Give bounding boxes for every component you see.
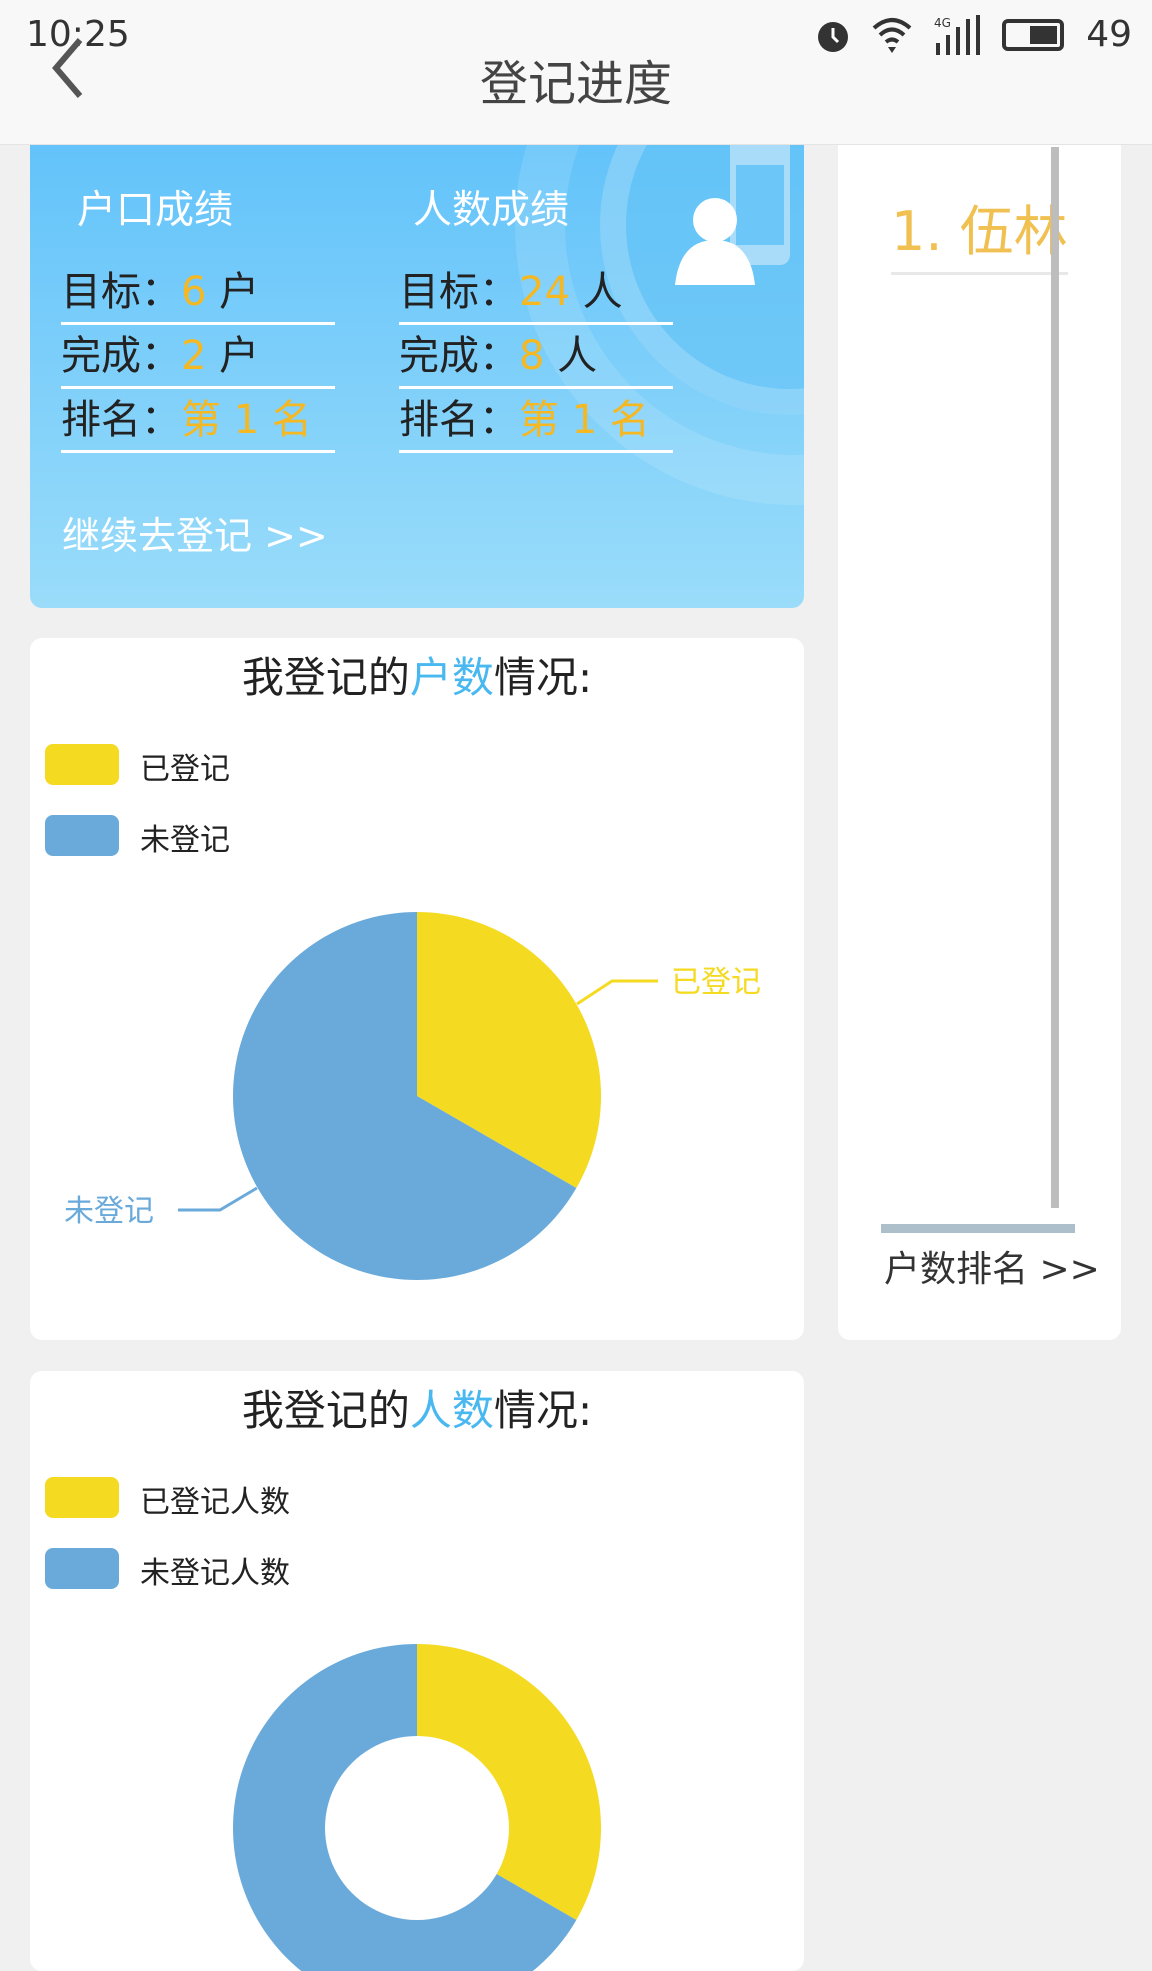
legend-label-registered: 已登记人数 xyxy=(140,1485,290,1520)
legend-label-unregistered: 未登记 xyxy=(140,823,230,858)
pie-slice-unregistered[interactable] xyxy=(233,912,577,1280)
people-heading: 人数成绩 xyxy=(413,188,570,233)
households-pie-chart: 已登记 未登记 xyxy=(64,912,761,1280)
people-donut-chart xyxy=(233,1644,601,1971)
data-label-unregistered: 未登记 xyxy=(64,1194,154,1229)
people-target-row: 目标：24 人 xyxy=(399,263,673,325)
chevron-left-icon[interactable] xyxy=(48,36,88,100)
households-chart-card: 我登记的户数情况: 已登记 未登记 已登记 未登记 xyxy=(30,638,804,1340)
network-label: 4G xyxy=(934,16,951,30)
status-time: 10:25 xyxy=(26,14,130,55)
household-heading: 户口成绩 xyxy=(77,188,234,233)
divider xyxy=(881,1224,1075,1233)
pie-slice-registered[interactable] xyxy=(417,1644,601,1920)
ranking-panel: 1. 伍林 户数排名 >> xyxy=(838,145,1121,1340)
data-label-registered: 已登记 xyxy=(671,965,761,1000)
legend-swatch-registered xyxy=(45,1477,119,1518)
card-title: 我登记的户数情况: xyxy=(241,653,593,702)
app-header: 10:25 登记进度 4G 49 xyxy=(0,0,1152,145)
people-rank-row: 排名：第 1 名 xyxy=(399,391,673,453)
signal-4g-icon: 4G xyxy=(934,14,981,55)
page-title: 登记进度 xyxy=(479,56,672,112)
household-target-row: 目标：6 户 xyxy=(61,263,335,325)
legend-swatch-unregistered xyxy=(45,815,119,856)
card-title: 我登记的人数情况: xyxy=(241,1386,593,1435)
ranking-scrollbar[interactable] xyxy=(1051,147,1059,1208)
pie-slice-registered[interactable] xyxy=(417,912,601,1188)
leader-line-unregistered xyxy=(178,1186,258,1212)
household-ranking-link[interactable]: 户数排名 >> xyxy=(884,1249,1100,1290)
legend-swatch-registered xyxy=(45,744,119,785)
people-chart-card: 我登记的人数情况: 已登记人数 未登记人数 xyxy=(30,1371,804,1971)
battery-icon xyxy=(1002,18,1065,51)
household-done-row: 完成：2 户 xyxy=(61,327,335,389)
battery-level: 49 xyxy=(1086,14,1132,55)
pie-slice-unregistered[interactable] xyxy=(233,1644,577,1971)
summary-card: 户口成绩 人数成绩 目标：6 户 完成：2 户 排名：第 1 名 目标：24 人… xyxy=(30,145,804,608)
continue-register-link[interactable]: 继续去登记 >> xyxy=(62,514,328,558)
legend-swatch-unregistered xyxy=(45,1548,119,1589)
status-icons: 4G 49 xyxy=(814,14,1132,55)
wifi-icon xyxy=(872,17,912,53)
household-rank-row: 排名：第 1 名 xyxy=(61,391,335,453)
alarm-icon xyxy=(818,21,849,52)
legend-label-unregistered: 未登记人数 xyxy=(140,1556,290,1591)
people-done-row: 完成：8 人 xyxy=(399,327,673,389)
leader-line-registered xyxy=(576,979,658,1006)
ranking-item[interactable]: 1. 伍林 xyxy=(891,187,1068,275)
legend-label-registered: 已登记 xyxy=(140,752,230,787)
user-phone-icon xyxy=(675,145,790,285)
